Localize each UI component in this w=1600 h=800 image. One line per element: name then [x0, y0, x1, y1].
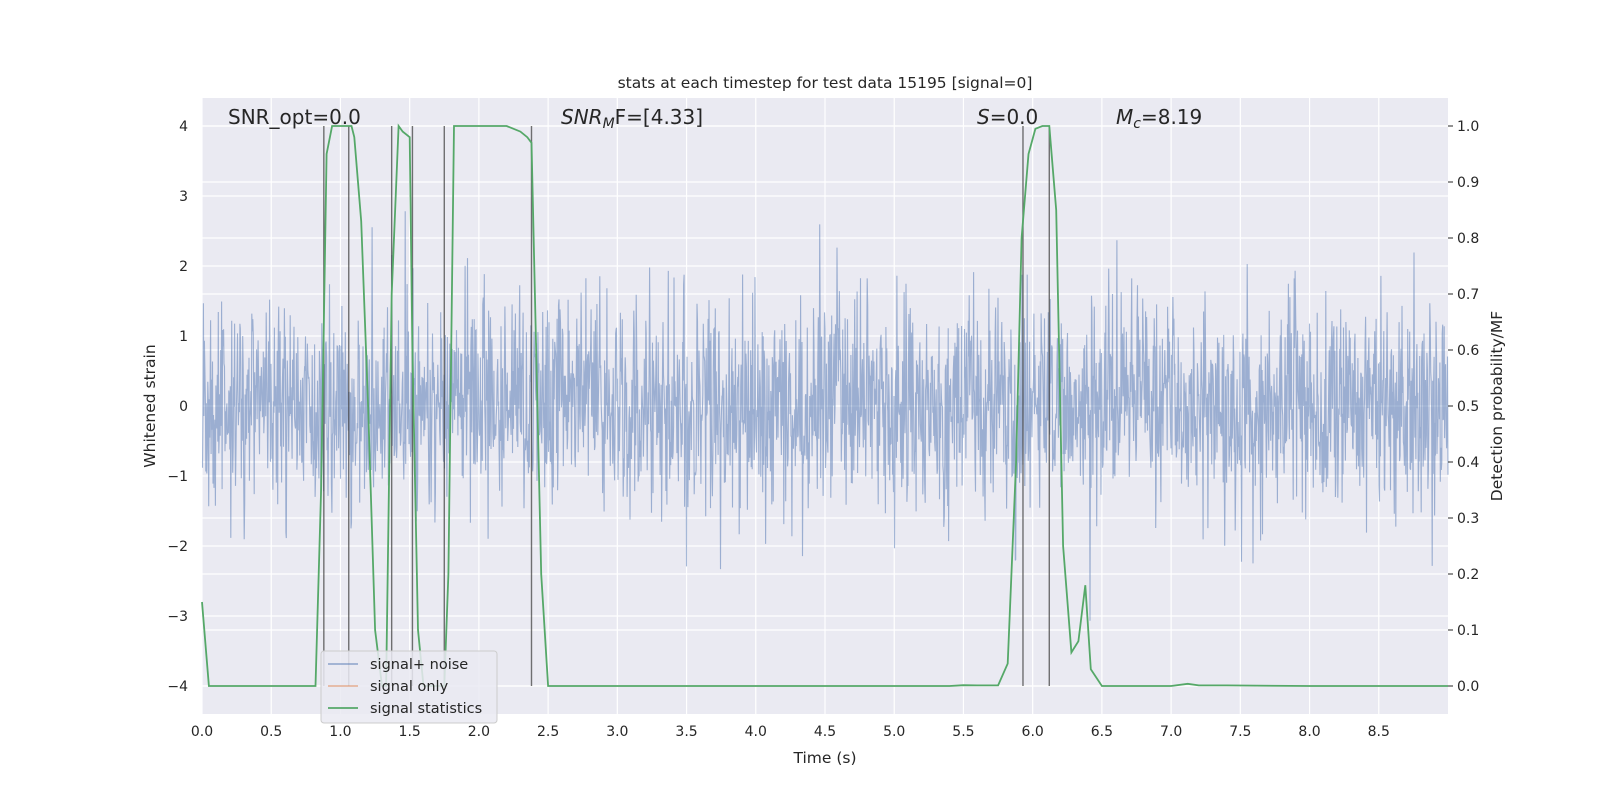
noise-trace: [201, 211, 1449, 621]
x-tick-label: 3.5: [675, 724, 697, 740]
y-tick-label-right: 0.3: [1457, 511, 1479, 527]
series-signal-statistics: [201, 123, 1448, 687]
y-tick-label-left: −2: [167, 539, 188, 555]
y-tick-label-left: 3: [179, 189, 188, 205]
x-tick-label: 7.0: [1160, 724, 1182, 740]
legend-label-statistics: signal statistics: [370, 701, 482, 717]
y-tick-label-right: 0.9: [1457, 175, 1479, 191]
y-tick-label-right: 0.0: [1457, 679, 1479, 695]
legend-box: [320, 650, 498, 724]
annotation-mc: Mc=8.19: [1116, 105, 1202, 132]
legend-label-signal-only: signal only: [370, 679, 449, 695]
y-tick-label-left: −1: [167, 469, 188, 485]
legend: signal+ noise signal only signal statist…: [320, 650, 498, 724]
statistics-line: [201, 123, 1448, 687]
y-axis-label-right: Detection probability/MF: [1488, 311, 1506, 502]
y-tick-label-right: 0.4: [1457, 455, 1479, 471]
x-tick-label: 4.5: [814, 724, 836, 740]
series-signal-plus-noise: [201, 211, 1449, 621]
x-tick-label: 3.0: [606, 724, 628, 740]
x-tick-label: 0.5: [260, 724, 282, 740]
y-tick-label-left: 2: [179, 259, 188, 275]
x-tick-label: 2.5: [537, 724, 559, 740]
x-tick-label: 7.5: [1229, 724, 1251, 740]
chart-title: stats at each timestep for test data 151…: [618, 74, 1033, 92]
y-tick-label-left: 0: [179, 399, 188, 415]
vertical-markers: [323, 126, 1050, 686]
y-tick-label-right: 0.6: [1457, 343, 1479, 359]
x-tick-label: 8.5: [1368, 724, 1390, 740]
y-tick-label-right: 0.1: [1457, 623, 1479, 639]
x-tick-label: 2.0: [468, 724, 490, 740]
x-tick-label: 5.5: [952, 724, 974, 740]
x-tick-label: 1.0: [329, 724, 351, 740]
x-tick-label: 1.5: [399, 724, 421, 740]
legend-label-noise: signal+ noise: [370, 657, 468, 673]
x-tick-label: 8.0: [1298, 724, 1320, 740]
x-axis-label: Time (s): [792, 749, 856, 767]
x-tick-label: 6.5: [1091, 724, 1113, 740]
y-tick-label-right: 0.2: [1457, 567, 1479, 583]
y-tick-label-left: −4: [167, 679, 188, 695]
annotation-s: S=0.0: [977, 105, 1038, 129]
y-tick-label-right: 0.5: [1457, 399, 1479, 415]
y-tick-label-left: 4: [179, 119, 188, 135]
x-tick-label: 0.0: [191, 724, 213, 740]
x-tick-label: 6.0: [1022, 724, 1044, 740]
y-tick-label-left: −3: [167, 609, 188, 625]
y-tick-label-right: 1.0: [1457, 119, 1479, 135]
axis-ticks: 0.0 0.5 1.0 1.5 2.0 2.5 3.0 3.5 4.0 4.5 5.0 5.5 6.0 6…: [167, 119, 1479, 740]
annotation-snr-opt: SNR_opt=0.0: [228, 105, 361, 129]
y-tick-label-left: 1: [179, 329, 188, 345]
y-tick-label-right: 0.8: [1457, 231, 1479, 247]
annotation-snr-mf: SNRMF=[4.33]: [561, 105, 703, 132]
x-tick-label: 5.0: [883, 724, 905, 740]
y-tick-label-right: 0.7: [1457, 287, 1479, 303]
x-tick-label: 4.0: [745, 724, 767, 740]
y-axis-label-left: Whitened strain: [141, 344, 159, 467]
